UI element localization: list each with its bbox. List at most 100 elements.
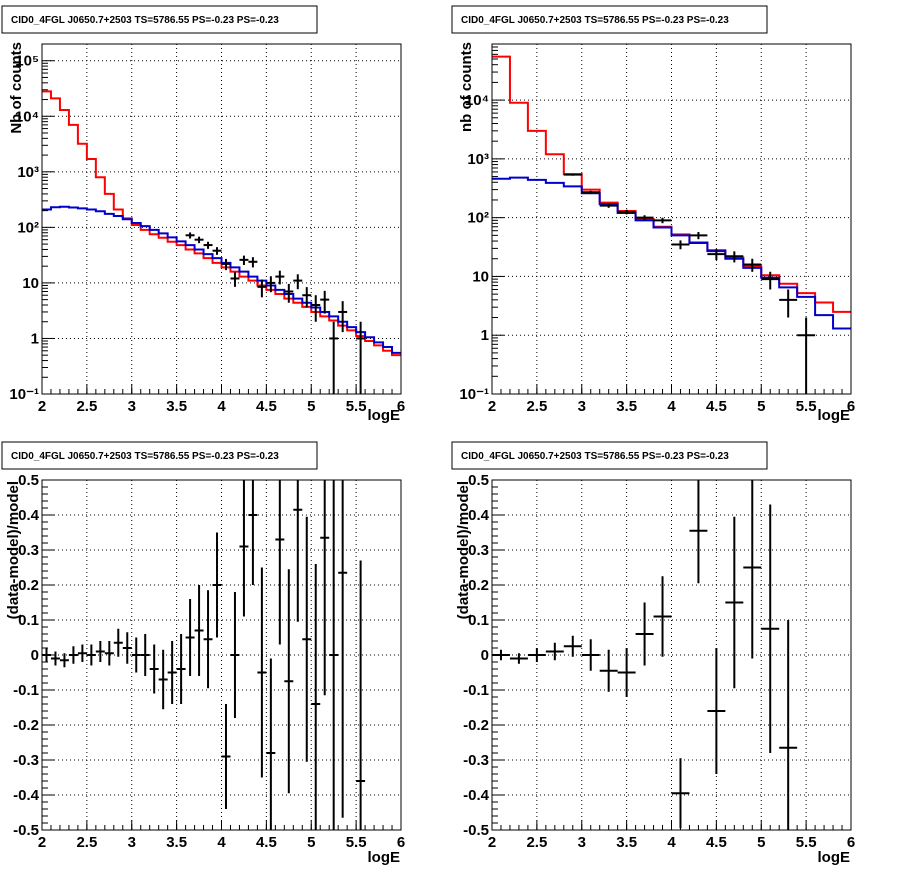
y-tick-label: 1 (31, 330, 39, 347)
x-tick-label: 4.5 (256, 834, 277, 851)
x-tick-label: 4.5 (706, 398, 727, 415)
y-axis-ticks: -0.5 -0.4 -0.3 -0.2 -0.1 0 0.1 0.2 0.3 0.4 0.5 (13, 472, 54, 839)
panel-residuals-right: CID0_4FGL J0650.7+2503 TS=5786.55 PS=-0.… (451, 441, 855, 866)
data-point (86, 644, 96, 666)
y-tick-label: 0 (31, 647, 39, 664)
y-tick-label: 10² (467, 210, 489, 227)
y-tick-label: -0.5 (13, 822, 39, 839)
data-point (302, 516, 312, 762)
x-tick-label: 6 (847, 398, 855, 415)
y-tick-label: 0.3 (18, 542, 39, 559)
chart-title: CID0_4FGL J0650.7+2503 TS=5786.55 PS=-0.… (11, 451, 279, 462)
x-tick-label: 6 (397, 398, 405, 415)
data-point (68, 646, 78, 664)
y-tick-label: -0.5 (463, 822, 489, 839)
data-point (329, 480, 339, 830)
x-axis-ticks: 2 2.5 3 3.5 4 4.5 5 5.5 6 (38, 384, 405, 415)
x-tick-label: 4.5 (706, 834, 727, 851)
data-point (284, 569, 294, 794)
x-tick-label: 6 (397, 834, 405, 851)
data-point (311, 564, 321, 830)
x-axis-ticks: 2 2.5 3 3.5 4 4.5 5 5.5 6 (488, 384, 855, 415)
data-point (743, 480, 762, 659)
title-box (1, 441, 318, 470)
data-point (302, 287, 312, 308)
y-tick-label: 0 (481, 647, 489, 664)
data-point (176, 634, 186, 704)
data-point (545, 642, 564, 661)
y-axis-label: (data-model)/model (455, 481, 472, 619)
panel-residuals-left: CID0_4FGL J0650.7+2503 TS=5786.55 PS=-0.… (1, 441, 405, 866)
x-tick-label: 3.5 (166, 834, 187, 851)
x-tick-label: 3 (128, 398, 136, 415)
panel-spectrum-left: CID0_4FGL J0650.7+2503 TS=5786.55 PS=-0.… (1, 5, 405, 424)
data-point (194, 585, 204, 676)
data-point (95, 641, 105, 662)
x-tick-label: 5 (307, 398, 315, 415)
data-point (581, 190, 600, 194)
x-tick-label: 2 (488, 834, 496, 851)
data-point (653, 576, 672, 657)
x-tick-label: 2.5 (76, 834, 97, 851)
data-point (59, 653, 69, 668)
x-tick-label: 2 (38, 398, 46, 415)
data-point (617, 648, 636, 697)
data-point (356, 321, 366, 394)
data-point (167, 641, 177, 704)
x-tick-label: 5.5 (796, 398, 817, 415)
data-point (185, 232, 195, 239)
data-point (635, 602, 654, 666)
y-axis-label: Nb of counts (8, 42, 25, 134)
data-point (194, 236, 204, 244)
data-point (158, 649, 168, 710)
y-axis-label: nb of counts (458, 42, 475, 132)
data-point (113, 628, 123, 657)
y-tick-label: 0.2 (18, 577, 39, 594)
data-point (293, 480, 303, 622)
chart-title: CID0_4FGL J0650.7+2503 TS=5786.55 PS=-0.… (461, 15, 729, 26)
y-tick-label: 10 (472, 268, 489, 285)
y-tick-label: -0.1 (463, 682, 489, 699)
data-point (212, 247, 222, 255)
x-axis-ticks: 2 2.5 3 3.5 4 4.5 5 5.5 6 (488, 820, 855, 851)
data-points (42, 480, 366, 830)
data-point (203, 241, 213, 249)
data-point (149, 644, 159, 694)
y-tick-label: 0.2 (468, 577, 489, 594)
y-tick-label: 0.4 (18, 507, 40, 524)
y-tick-label: 10⁴ (15, 108, 39, 125)
data-point (257, 567, 267, 778)
data-point (797, 317, 816, 394)
data-point (617, 209, 636, 215)
x-tick-label: 5 (757, 398, 765, 415)
data-point (230, 272, 240, 287)
y-tick-label: 10 (22, 275, 39, 292)
data-point (761, 504, 780, 753)
y-tick-label: -0.4 (13, 787, 40, 804)
y-tick-label: 0.5 (468, 472, 489, 489)
data-point (671, 758, 690, 829)
data-point (356, 560, 366, 830)
x-tick-label: 4 (217, 834, 226, 851)
x-tick-label: 6 (847, 834, 855, 851)
source-model-line (492, 176, 851, 330)
data-point (320, 480, 330, 696)
data-point (77, 644, 87, 662)
data-point (338, 301, 348, 333)
x-tick-label: 3.5 (166, 398, 187, 415)
y-tick-label: 10⁻¹ (9, 386, 39, 403)
data-point (689, 480, 708, 584)
data-point (266, 658, 276, 830)
y-tick-label: 0.1 (468, 612, 489, 629)
chart-title: CID0_4FGL J0650.7+2503 TS=5786.55 PS=-0.… (11, 15, 279, 26)
data-point (131, 637, 141, 673)
y-tick-label: 10⁻¹ (459, 386, 489, 403)
y-tick-label: 10³ (467, 151, 489, 168)
data-point (707, 648, 726, 774)
x-tick-label: 4 (217, 398, 226, 415)
data-point (320, 290, 330, 314)
x-tick-label: 5.5 (346, 398, 367, 415)
data-point (581, 639, 600, 671)
title-box (1, 5, 318, 34)
